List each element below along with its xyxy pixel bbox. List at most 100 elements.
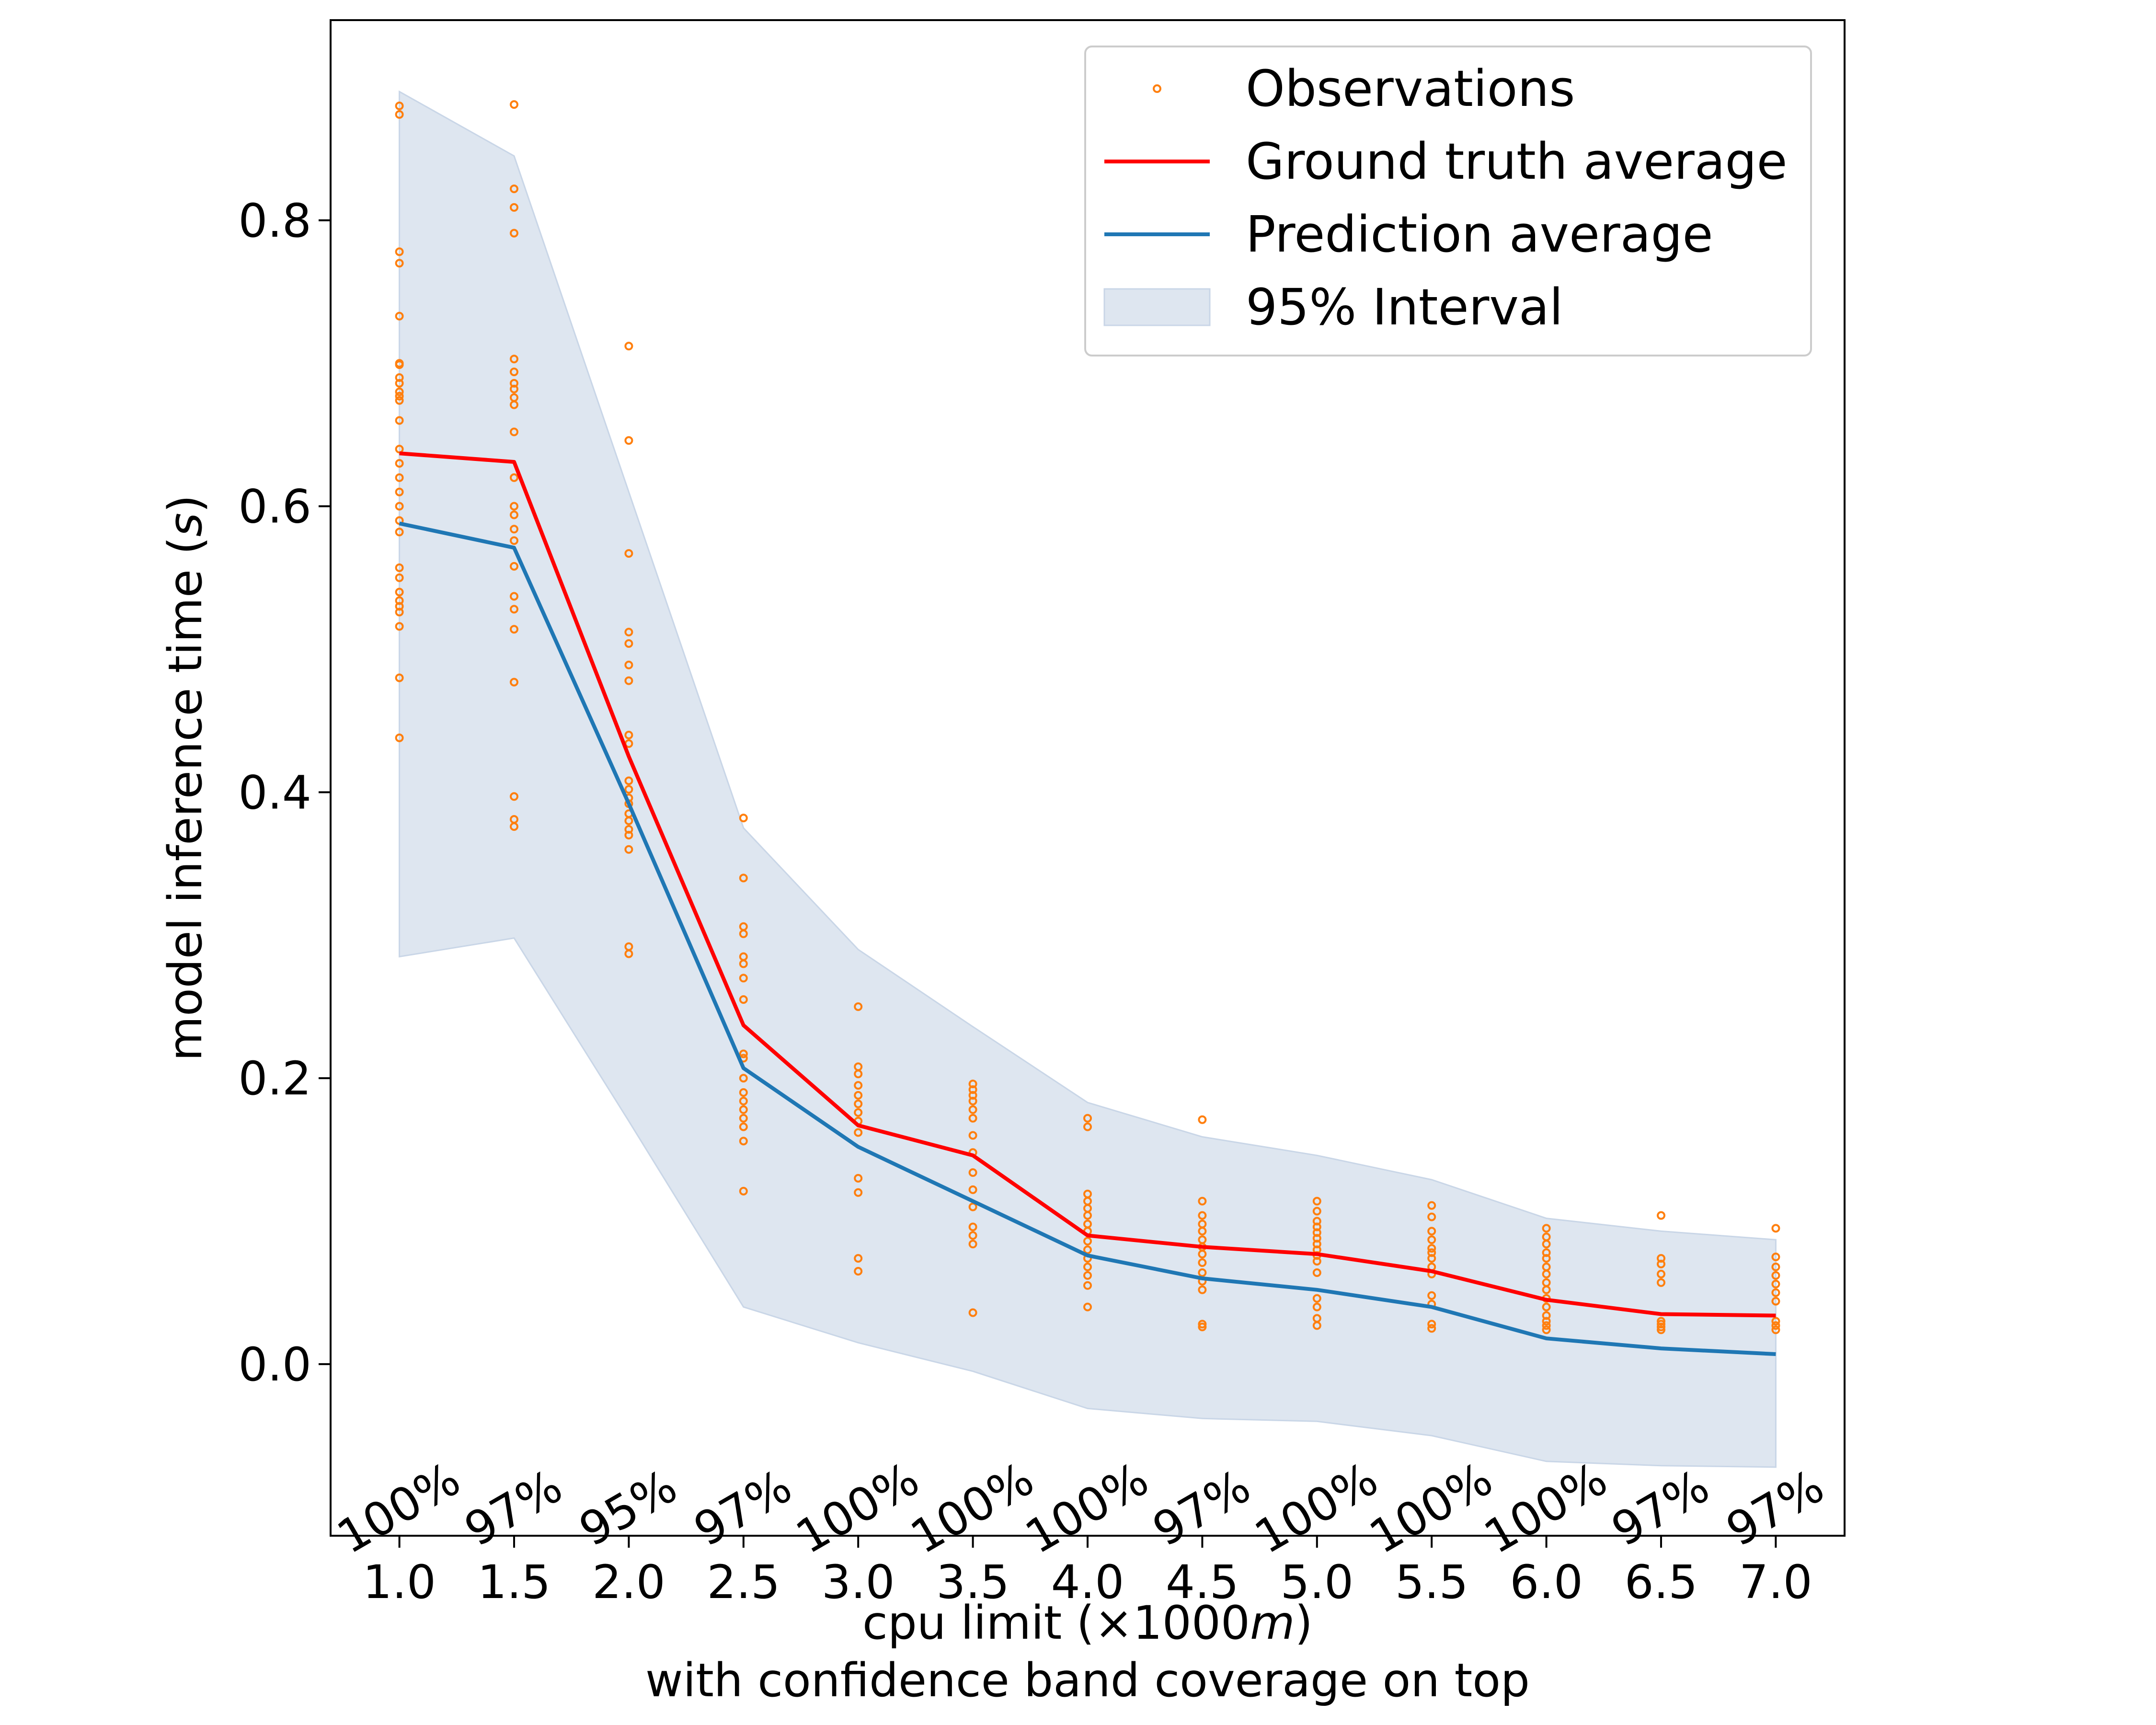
observation-point — [395, 102, 404, 110]
observation-point — [1083, 1271, 1092, 1280]
x-tick-label: 7.0 — [1739, 1555, 1812, 1609]
observation-point — [510, 592, 518, 601]
observation-point — [1542, 1302, 1551, 1311]
observation-point — [624, 436, 633, 445]
observation-point — [395, 311, 404, 321]
legend-box — [1084, 46, 1812, 356]
observation-point — [739, 1105, 748, 1114]
observation-point — [1427, 1201, 1436, 1210]
observation-point — [395, 596, 404, 605]
observation-point — [510, 100, 518, 109]
observation-point — [510, 536, 518, 545]
observation-point — [510, 473, 518, 482]
observation-point — [1198, 1258, 1207, 1267]
observation-point — [1312, 1257, 1321, 1266]
observation-point — [1083, 1114, 1092, 1123]
y-axis-label-part: ) — [159, 495, 212, 513]
y-axis-ticks: 0.0 0.2 0.4 0.6 0.8 — [238, 194, 331, 1392]
observation-point — [1312, 1302, 1321, 1311]
observation-point — [1427, 1248, 1436, 1257]
x-tick-label: 6.0 — [1510, 1555, 1583, 1609]
observation-point — [624, 639, 633, 648]
observation-point — [1198, 1115, 1207, 1124]
observation-point — [624, 660, 633, 669]
x-tick-label: 2.0 — [592, 1555, 665, 1609]
observation-point — [510, 510, 518, 519]
observation-point — [395, 473, 404, 482]
observation-point — [395, 528, 404, 537]
observation-point — [1198, 1227, 1207, 1236]
observation-point — [1427, 1254, 1436, 1263]
observation-point — [395, 445, 404, 454]
x-axis-label-part: m — [1250, 1596, 1295, 1650]
observation-point — [1542, 1285, 1551, 1294]
observation-point — [395, 622, 404, 631]
observation-point — [395, 387, 404, 396]
observation-point — [854, 1254, 863, 1263]
observation-point — [1198, 1322, 1207, 1332]
y-axis-label-part: s — [159, 513, 212, 537]
observation-point — [1771, 1224, 1780, 1233]
observation-point — [854, 1267, 863, 1276]
observation-point — [624, 628, 633, 637]
observation-point — [1542, 1248, 1551, 1257]
observation-point — [739, 1088, 748, 1097]
observation-point — [395, 608, 404, 617]
observation-point — [739, 814, 748, 823]
observation-point — [854, 1174, 863, 1183]
observation-point — [854, 1081, 863, 1090]
observation-point — [624, 845, 633, 854]
observation-point — [1198, 1320, 1207, 1329]
observation-point — [510, 229, 518, 238]
observation-point — [395, 379, 404, 388]
observation-point — [1083, 1237, 1092, 1246]
observation-point — [1312, 1228, 1321, 1237]
observation-point — [739, 1096, 748, 1105]
observation-point — [1542, 1254, 1551, 1263]
observation-point — [968, 1085, 977, 1094]
observation-point — [854, 1070, 863, 1079]
observation-point — [1427, 1235, 1436, 1244]
observation-point — [1657, 1278, 1665, 1287]
observation-point — [854, 1188, 863, 1197]
observation-point — [1657, 1211, 1665, 1220]
observation-point — [1771, 1317, 1780, 1326]
observation-point — [1771, 1263, 1780, 1271]
observation-point — [1312, 1268, 1321, 1277]
observation-point — [624, 549, 633, 558]
observation-point — [1312, 1196, 1321, 1206]
observation-point — [968, 1096, 977, 1105]
observation-point — [739, 1049, 748, 1058]
observation-point — [1657, 1260, 1665, 1268]
observation-point — [1198, 1211, 1207, 1220]
legend-interval-label: 95% Interval — [1246, 278, 1563, 336]
observation-point — [624, 785, 633, 794]
observation-point — [739, 1186, 748, 1196]
observation-point — [510, 184, 518, 194]
x-axis-label: cpu limit (×1000m) — [862, 1596, 1313, 1650]
x-axis-ticks: 1.0 1.5 2.0 2.5 3.0 3.5 4.0 4.5 5.0 5.5 6.0 6.5 7.0 — [363, 1536, 1812, 1609]
observation-point — [854, 1091, 863, 1100]
observation-point — [624, 949, 633, 958]
observation-point — [1083, 1281, 1092, 1290]
x-axis-sublabel: with confidence band coverage on top — [645, 1654, 1530, 1707]
legend-observations-marker — [1153, 84, 1161, 93]
x-tick-label: 4.5 — [1166, 1555, 1239, 1609]
ground-truth-average-line — [399, 451, 1776, 1318]
observation-point — [1542, 1311, 1551, 1320]
observation-point — [395, 673, 404, 682]
x-axis-label-part: cpu limit (×1000 — [862, 1596, 1250, 1650]
y-tick-label: 0.8 — [238, 194, 311, 248]
observation-point — [739, 1122, 748, 1131]
observation-point — [510, 427, 518, 437]
observation-point — [968, 1231, 977, 1240]
observation-point — [968, 1105, 977, 1114]
observation-point — [1427, 1320, 1436, 1329]
observation-point — [1312, 1240, 1321, 1249]
observation-point — [1083, 1245, 1092, 1254]
observation-point — [968, 1202, 977, 1211]
observation-point — [510, 525, 518, 534]
observation-point — [510, 822, 518, 831]
observation-point — [1771, 1325, 1780, 1334]
